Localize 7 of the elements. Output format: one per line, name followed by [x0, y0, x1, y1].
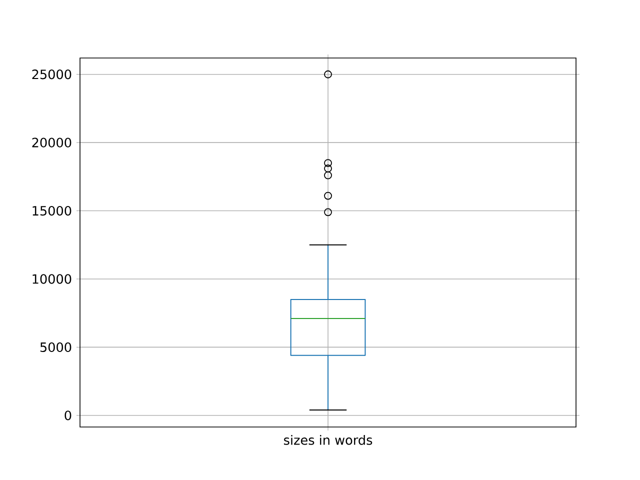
y-tick-label: 5000 [40, 342, 72, 352]
y-tick-label: 25000 [32, 70, 72, 80]
y-tick-label: 0 [64, 410, 72, 420]
x-tick-label: sizes in words [284, 434, 372, 445]
y-tick-label: 10000 [32, 274, 72, 284]
y-tick-label: 20000 [32, 138, 72, 148]
y-tick-label: 15000 [32, 206, 72, 216]
